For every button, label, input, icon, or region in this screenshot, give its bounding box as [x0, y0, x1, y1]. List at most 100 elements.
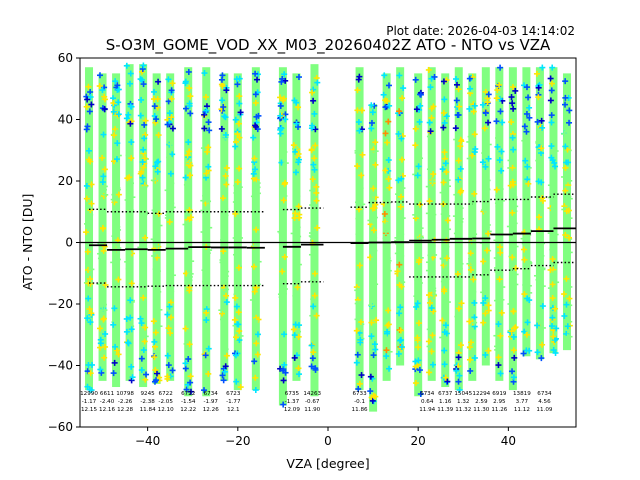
- scatter-point: [466, 356, 473, 363]
- scatter-point: [539, 124, 546, 131]
- scatter-point: [232, 294, 239, 301]
- scatter-point: [512, 87, 519, 94]
- scatter-point: [186, 287, 193, 294]
- stat-group: 9245 -2.38 11.84: [140, 391, 156, 413]
- scatter-point: [493, 118, 500, 125]
- scatter-point: [202, 352, 209, 359]
- scatter-point: [385, 118, 392, 125]
- scatter-point: [102, 282, 109, 289]
- scatter-point: [279, 257, 286, 264]
- scatter-point: [485, 119, 492, 126]
- scatter-point: [496, 82, 503, 89]
- scatter-point: [88, 101, 95, 108]
- scatter-point: [417, 102, 424, 109]
- scatter-point: [110, 321, 117, 328]
- scatter-point: [219, 257, 226, 264]
- scatter-point: [309, 89, 316, 96]
- scatter-band: [441, 73, 450, 388]
- scatter-point: [314, 79, 321, 86]
- scatter-point: [221, 113, 228, 120]
- stat-group: 12294 2.59 11.30: [472, 391, 490, 413]
- scatter-point: [220, 103, 227, 110]
- scatter-point: [166, 303, 173, 310]
- scatter-point: [497, 249, 504, 256]
- scatter-point: [293, 248, 300, 255]
- scatter-point: [425, 338, 432, 345]
- scatter-point: [164, 121, 171, 128]
- scatter-point: [356, 73, 363, 80]
- scatter-point: [413, 106, 420, 113]
- scatter-point: [310, 137, 317, 144]
- scatter-point: [250, 170, 257, 177]
- scatter-point: [310, 303, 317, 310]
- scatter-point: [564, 333, 571, 340]
- scatter-point: [205, 345, 212, 352]
- scatter-point: [97, 325, 104, 332]
- scatter-point: [355, 215, 362, 222]
- scatter-point: [150, 236, 157, 243]
- scatter-point: [511, 354, 518, 361]
- scatter-point: [466, 75, 473, 82]
- scatter-column: [110, 73, 122, 388]
- scatter-point: [493, 95, 500, 102]
- scatter-point: [137, 315, 144, 322]
- scatter-point: [128, 139, 135, 146]
- scatter-point: [536, 81, 543, 88]
- scatter-point: [394, 250, 401, 257]
- scatter-point: [280, 377, 287, 384]
- scatter-point: [416, 118, 423, 125]
- scatter-column: [547, 64, 560, 357]
- scatter-point: [151, 252, 158, 259]
- scatter-point: [397, 327, 404, 334]
- scatter-point: [370, 392, 377, 399]
- scatter-point: [168, 314, 175, 321]
- scatter-point: [140, 81, 147, 88]
- scatter-point: [139, 264, 146, 271]
- scatter-point: [308, 342, 315, 349]
- scatter-point: [380, 91, 387, 98]
- scatter-point: [415, 163, 422, 170]
- scatter-point: [549, 256, 556, 263]
- scatter-point: [522, 281, 529, 288]
- scatter-point: [309, 202, 316, 209]
- scatter-point: [440, 109, 447, 116]
- scatter-point: [219, 316, 226, 323]
- scatter-point: [112, 247, 119, 254]
- scatter-point: [441, 96, 448, 103]
- scatter-point: [309, 278, 316, 285]
- scatter-point: [480, 289, 487, 296]
- scatter-point: [123, 62, 130, 69]
- scatter-point: [185, 139, 192, 146]
- scatter-column: [506, 67, 519, 391]
- scatter-point: [413, 293, 420, 300]
- scatter-point: [88, 181, 95, 188]
- scatter-point: [520, 350, 527, 357]
- scatter-point: [507, 157, 514, 164]
- scatter-point: [417, 201, 424, 208]
- scatter-point: [140, 62, 147, 69]
- scatter-point: [153, 370, 160, 377]
- scatter-point: [368, 333, 375, 340]
- scatter-point: [254, 331, 261, 338]
- scatter-point: [185, 356, 192, 363]
- scatter-point: [127, 314, 134, 321]
- scatter-point: [483, 193, 490, 200]
- scatter-point: [524, 319, 531, 326]
- scatter-point: [367, 373, 374, 380]
- scatter-point: [295, 203, 302, 210]
- scatter-point: [182, 325, 189, 332]
- scatter-point: [111, 233, 118, 240]
- scatter-point: [100, 186, 107, 193]
- stat-text: 12990: [80, 391, 98, 397]
- scatter-point: [123, 315, 130, 322]
- scatter-point: [128, 326, 135, 333]
- y-tick-label: 0: [65, 236, 73, 250]
- scatter-point: [469, 238, 476, 245]
- stat-text: 12294: [472, 391, 490, 397]
- scatter-point: [282, 116, 289, 123]
- scatter-point: [140, 229, 147, 236]
- scatter-band: [481, 67, 490, 366]
- scatter-point: [219, 372, 226, 379]
- scatter-point: [223, 164, 230, 171]
- scatter-column: [479, 67, 492, 366]
